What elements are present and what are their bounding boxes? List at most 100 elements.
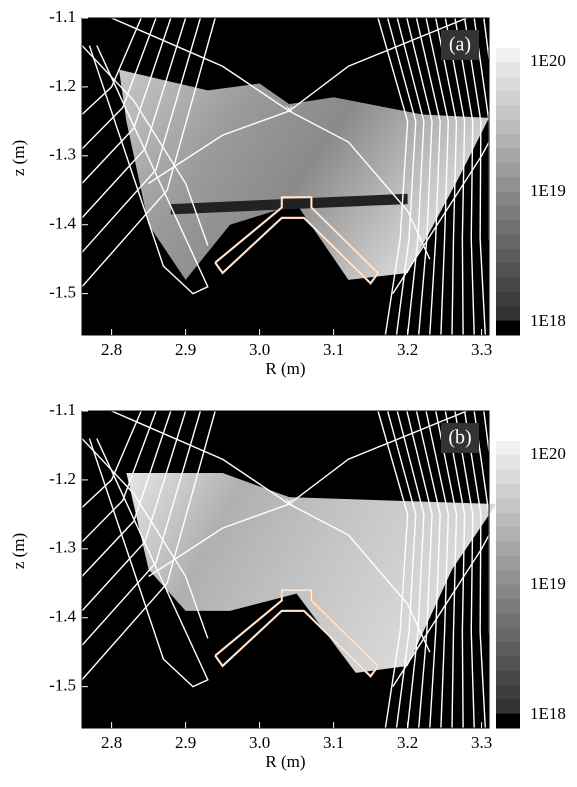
flux-line: [81, 410, 216, 681]
x-point: ×: [285, 102, 294, 119]
y-tick-label: -1.2: [49, 76, 76, 95]
flux-line: [148, 503, 431, 653]
colorbar-band: [496, 469, 520, 485]
flux-line: [454, 17, 475, 336]
colorbar-tick-label: 1E20: [530, 444, 566, 463]
flux-line: [377, 410, 409, 729]
colorbar-band: [496, 134, 520, 149]
colorbar-band: [496, 205, 520, 221]
colorbar-band: [496, 627, 520, 643]
y-tick-label: -1.4: [49, 214, 76, 233]
colorbar-band: [496, 641, 520, 657]
flux-line: [81, 17, 172, 184]
colorbar-tick-label: 1E20: [530, 51, 566, 70]
flux-line: [81, 17, 157, 150]
x-tick-label: 3.2: [397, 340, 418, 359]
panel: × (b) 2.8 2.9 3.0 3.1 3.2 3.3 -1.1 -1.2 -1.3 -1.4 -1…: [9, 400, 566, 771]
y-tick-label: -1.2: [49, 469, 76, 488]
flux-line: [463, 17, 486, 336]
colorbar-band: [496, 584, 520, 600]
colorbar-band: [496, 177, 520, 192]
colorbar-band: [496, 555, 520, 571]
flux-line: [435, 17, 458, 336]
flux-line: [377, 17, 409, 336]
x-tick-label: 2.9: [175, 340, 196, 359]
flux-line: [396, 410, 425, 729]
colorbar-band: [496, 598, 520, 614]
colorbar-band: [496, 248, 520, 264]
panel-label: (a): [449, 34, 471, 56]
flux-line: [386, 410, 417, 729]
flux-line: [415, 17, 441, 336]
colorbar-band: [496, 713, 520, 729]
flux-line: [81, 17, 142, 115]
y-tick-label: -1.4: [49, 607, 76, 626]
flux-line: [214, 196, 379, 284]
flux-line: [88, 438, 209, 688]
y-axis-label: z (m): [9, 533, 28, 569]
colorbar-band: [496, 48, 520, 63]
colorbar-band: [496, 62, 520, 78]
colorbar-band: [496, 613, 520, 629]
colorbar-band: [496, 105, 520, 121]
flux-line: [425, 410, 450, 729]
colorbar-band: [496, 455, 520, 471]
flux-line: [148, 110, 431, 260]
colorbar-band: [496, 498, 520, 514]
colorbar-band: [496, 277, 520, 293]
colorbar-band: [496, 441, 520, 456]
x-tick-label: 3.3: [471, 340, 492, 359]
colorbar-band: [496, 484, 520, 499]
flux-line: [463, 410, 486, 729]
x-axis-label: R (m): [265, 359, 305, 378]
colorbar-band: [496, 220, 520, 236]
flux-line: [81, 438, 209, 639]
flux-line: [415, 410, 441, 729]
panel-label: (b): [448, 427, 471, 449]
flux-line: [81, 45, 209, 246]
flux-line: [444, 410, 466, 729]
colorbar-band: [496, 656, 520, 672]
density-region: [126, 473, 497, 673]
plot-frame: [81, 17, 490, 336]
x-point: ×: [285, 495, 294, 512]
colorbar-band: [496, 263, 520, 279]
colorbar-band: [496, 306, 520, 322]
flux-line: [435, 410, 458, 729]
y-tick-label: -1.5: [49, 676, 76, 695]
flux-line: [425, 17, 450, 336]
y-tick-label: -1.5: [49, 283, 76, 302]
y-tick-label: -1.3: [49, 538, 76, 557]
flux-line: [81, 17, 216, 288]
x-tick-label: 3.1: [323, 733, 344, 752]
flux-line: [81, 17, 202, 253]
flux-line: [454, 410, 475, 729]
x-tick-label: 3.3: [471, 733, 492, 752]
flux-line: [88, 45, 209, 295]
colorbar-band: [496, 76, 520, 92]
panel-label-box: [441, 423, 479, 453]
flux-line: [444, 17, 466, 336]
flux-line: [386, 17, 417, 336]
flux-line: [81, 410, 142, 508]
colorbar-band: [496, 670, 520, 686]
colorbar-band: [496, 291, 520, 307]
flux-line: [392, 141, 490, 295]
colorbar-tick-label: 1E18: [530, 704, 566, 723]
flux-line: [396, 17, 425, 336]
x-axis-label: R (m): [265, 752, 305, 771]
colorbar-band: [496, 234, 520, 250]
flux-line: [214, 589, 379, 677]
y-tick-label: -1.3: [49, 145, 76, 164]
colorbar-tick-label: 1E19: [530, 181, 566, 200]
colorbar-tick-label: 1E19: [530, 574, 566, 593]
x-tick-label: 2.8: [101, 733, 122, 752]
colorbar-tick-label: 1E18: [530, 311, 566, 330]
colorbar-band: [496, 162, 520, 178]
flux-line: [392, 534, 490, 688]
flux-line: [81, 410, 202, 646]
density-region: [119, 69, 489, 280]
x-tick-label: 3.0: [249, 733, 270, 752]
x-tick-label: 3.2: [397, 733, 418, 752]
